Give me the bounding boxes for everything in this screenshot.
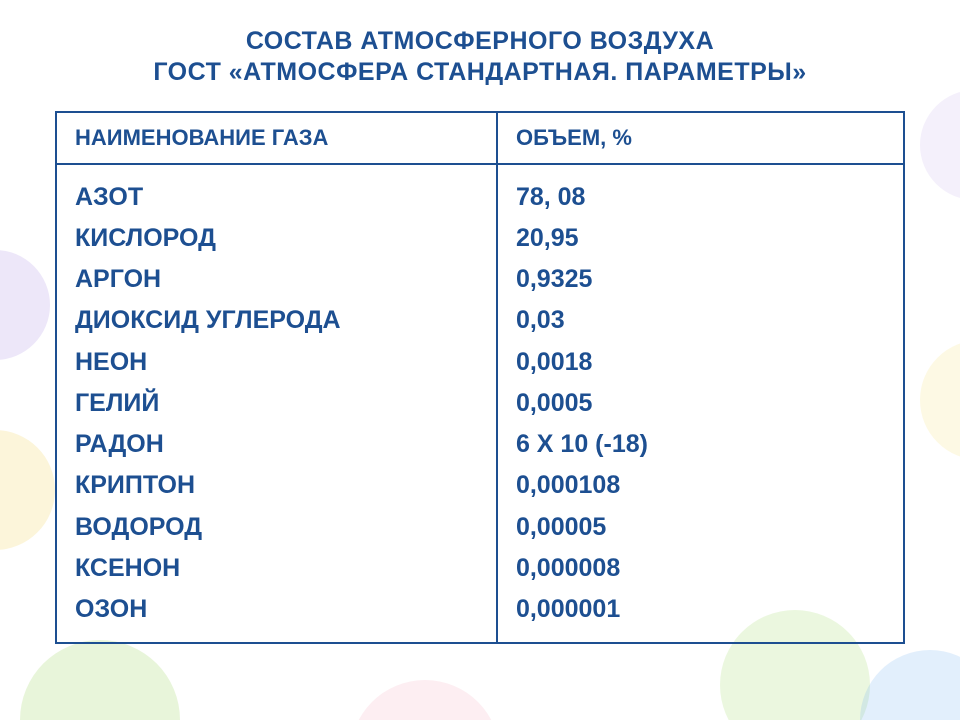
composition-table: НАИМЕНОВАНИЕ ГАЗА ОБЪЕМ, % АЗОТ КИСЛОРОД… [55, 111, 905, 645]
gas-name: КИСЛОРОД [75, 218, 478, 259]
bg-blob [920, 90, 960, 200]
bg-blob [920, 340, 960, 460]
title-line-1: СОСТАВ АТМОСФЕРНОГО ВОЗДУХА [40, 26, 920, 57]
bg-blob [860, 650, 960, 720]
table-row: АЗОТ КИСЛОРОД АРГОН ДИОКСИД УГЛЕРОДА НЕО… [56, 164, 904, 644]
gas-name: НЕОН [75, 342, 478, 383]
gas-value: 20,95 [516, 218, 885, 259]
gas-name: ВОДОРОД [75, 507, 478, 548]
gas-name: ГЕЛИЙ [75, 383, 478, 424]
gas-name: ОЗОН [75, 589, 478, 630]
table-header-row: НАИМЕНОВАНИЕ ГАЗА ОБЪЕМ, % [56, 112, 904, 164]
gas-value: 0,000008 [516, 548, 885, 589]
gas-name: ДИОКСИД УГЛЕРОДА [75, 300, 478, 341]
gas-value-list: 78, 08 20,95 0,9325 0,03 0,0018 0,0005 6… [516, 177, 885, 631]
gas-name: КРИПТОН [75, 465, 478, 506]
col-header-gas: НАИМЕНОВАНИЕ ГАЗА [56, 112, 497, 164]
gas-value: 0,0018 [516, 342, 885, 383]
gas-value: 0,000001 [516, 589, 885, 630]
bg-blob [0, 250, 50, 360]
gas-name: КСЕНОН [75, 548, 478, 589]
gas-value: 78, 08 [516, 177, 885, 218]
composition-table-wrap: НАИМЕНОВАНИЕ ГАЗА ОБЪЕМ, % АЗОТ КИСЛОРОД… [55, 111, 905, 645]
gas-name-list: АЗОТ КИСЛОРОД АРГОН ДИОКСИД УГЛЕРОДА НЕО… [75, 177, 478, 631]
bg-blob [0, 430, 55, 550]
gas-value: 0,000108 [516, 465, 885, 506]
page-title: СОСТАВ АТМОСФЕРНОГО ВОЗДУХА ГОСТ «АТМОСФ… [0, 0, 960, 89]
gas-name: АРГОН [75, 259, 478, 300]
bg-blob [350, 680, 500, 720]
gas-value: 0,03 [516, 300, 885, 341]
col-header-volume: ОБЪЕМ, % [497, 112, 904, 164]
gas-name: АЗОТ [75, 177, 478, 218]
title-line-2: ГОСТ «АТМОСФЕРА СТАНДАРТНАЯ. ПАРАМЕТРЫ» [40, 57, 920, 88]
gas-value: 0,00005 [516, 507, 885, 548]
gas-value: 6 Х 10 (-18) [516, 424, 885, 465]
bg-blob [20, 640, 180, 720]
gas-name: РАДОН [75, 424, 478, 465]
gas-value: 0,9325 [516, 259, 885, 300]
gas-value: 0,0005 [516, 383, 885, 424]
